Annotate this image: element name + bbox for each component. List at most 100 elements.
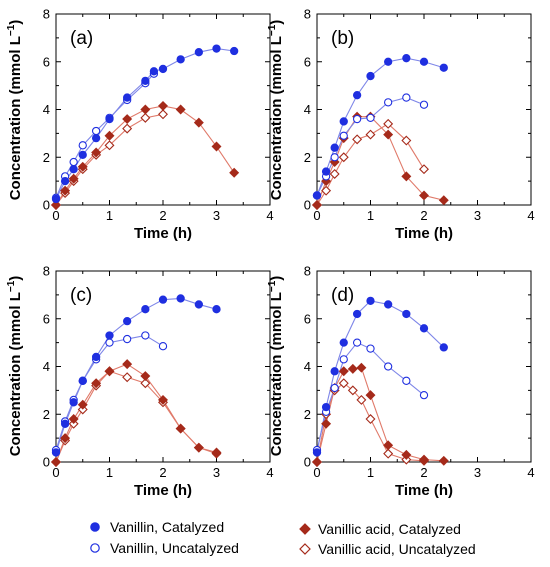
x-tick-label: 2 [159, 465, 166, 480]
series-vanillin-catalyzed [312, 54, 448, 200]
data-point [78, 150, 87, 160]
data-point [141, 331, 150, 340]
y-axis-label: Concentration (mmol L−1) [6, 20, 24, 201]
data-point [193, 442, 204, 453]
data-point [339, 131, 348, 140]
legend-label: Vanillic acid, Uncatalyzed [318, 541, 476, 557]
data-point [68, 173, 79, 184]
data-point [122, 372, 133, 383]
data-point [329, 168, 340, 179]
data-point [339, 117, 348, 126]
data-point [321, 167, 331, 176]
data-point [438, 195, 449, 206]
x-tick-label: 2 [159, 208, 166, 223]
data-point [312, 457, 322, 467]
y-tick-label: 2 [304, 407, 311, 422]
x-tick-label: 0 [313, 208, 320, 223]
data-point [312, 200, 322, 210]
data-point [384, 57, 393, 66]
series-vanillin-catalyzed [51, 294, 221, 457]
series-line-vanillin-catalyzed [316, 300, 445, 453]
series-vanillic-acid-catalyzed [51, 359, 222, 467]
y-tick-label: 8 [43, 264, 50, 279]
legend-item-vanillic-acid-uncatalyzed: Vanillic acid, Uncatalyzed [299, 541, 476, 557]
data-point [321, 402, 331, 412]
x-tick-label: 3 [213, 208, 220, 223]
data-point [339, 355, 348, 364]
data-point [141, 305, 150, 314]
data-point [91, 352, 101, 362]
series-vanillic-acid-uncatalyzed [51, 109, 168, 210]
legend-marker [299, 523, 311, 535]
data-point [384, 300, 393, 309]
data-point [211, 447, 222, 458]
data-point [402, 376, 411, 385]
data-point [383, 118, 394, 129]
data-point [338, 152, 349, 163]
data-point [419, 454, 429, 465]
data-point [383, 440, 394, 451]
data-point [383, 448, 394, 459]
data-point [401, 449, 412, 460]
data-point [105, 331, 114, 340]
data-point [366, 113, 375, 123]
panel-label: (c) [70, 285, 92, 306]
y-tick-label: 2 [43, 407, 50, 422]
data-point [321, 185, 332, 196]
series-line-vanillic-acid-uncatalyzed [55, 370, 217, 463]
data-point [51, 448, 61, 457]
panel-label: (b) [331, 28, 354, 49]
data-point [194, 48, 203, 57]
x-tick-label: 4 [266, 465, 273, 480]
data-point [212, 305, 221, 314]
data-point [419, 57, 429, 66]
series-line-vanillin-catalyzed [55, 297, 217, 453]
y-tick-label: 6 [304, 54, 311, 69]
series-vanillin-catalyzed [312, 296, 448, 457]
data-point [211, 141, 222, 152]
data-point [330, 367, 339, 376]
data-point [384, 362, 393, 371]
legend-label: Vanillin, Catalyzed [110, 519, 224, 535]
x-tick-label: 1 [106, 465, 113, 480]
data-point [123, 93, 132, 102]
data-point [77, 161, 88, 172]
y-tick-label: 6 [43, 311, 50, 326]
data-point [122, 123, 133, 134]
data-point [104, 140, 115, 151]
y-tick-label: 0 [43, 198, 50, 213]
data-point [104, 130, 115, 141]
data-point [175, 423, 186, 434]
data-point [401, 135, 412, 146]
data-point [91, 147, 102, 158]
x-axis-label: Time (h) [134, 225, 192, 242]
data-point [51, 194, 61, 204]
data-point [140, 371, 151, 382]
data-point [365, 129, 376, 140]
data-point [439, 63, 448, 72]
data-point [122, 359, 133, 370]
data-point [212, 44, 221, 53]
data-point [338, 378, 349, 389]
panel-label: (d) [331, 285, 354, 306]
data-point [439, 343, 448, 352]
data-point [356, 362, 367, 373]
panel-b: 0 1 2 3 4 0 2 4 6 8 Time (h) Concentration (mmol L−… [267, 7, 535, 243]
y-tick-label: 6 [43, 54, 50, 69]
x-tick-label: 1 [106, 208, 113, 223]
data-point [193, 117, 204, 128]
y-axis-label: Concentration (mmol L−1) [267, 276, 285, 457]
x-tick-label: 1 [367, 465, 374, 480]
data-point [78, 141, 87, 150]
data-point [366, 71, 375, 81]
data-point [123, 316, 132, 326]
data-point [365, 390, 376, 401]
data-point [104, 366, 115, 377]
y-axis-label: Concentration (mmol L−1) [267, 20, 285, 201]
legend-marker [90, 522, 100, 532]
series-vanillic-acid-catalyzed [51, 100, 240, 210]
data-point [176, 55, 185, 64]
data-point [122, 114, 133, 125]
data-point [175, 104, 186, 115]
data-point [366, 344, 375, 353]
